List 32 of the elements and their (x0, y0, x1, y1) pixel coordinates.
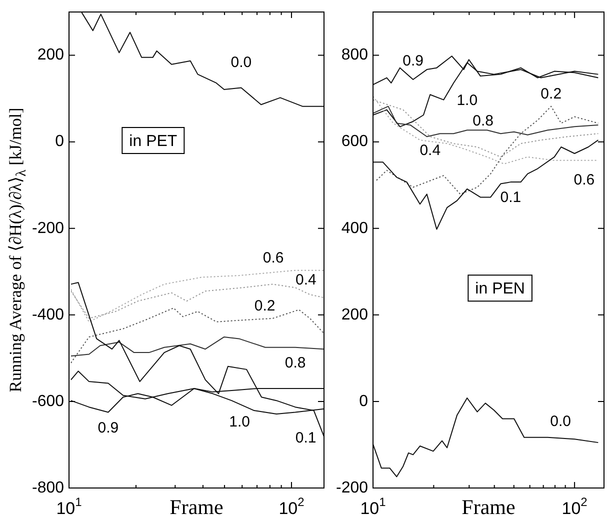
y-tick-label: 400 (341, 220, 368, 237)
series-label: 0.4 (295, 272, 316, 289)
series-label: 1.0 (456, 92, 478, 109)
series-label: 0.6 (262, 249, 284, 266)
series-label: 0.2 (254, 298, 276, 315)
y-tick-label: -200 (336, 479, 368, 496)
series-label: 0.8 (284, 354, 306, 372)
y-tick-label: 200 (37, 46, 64, 64)
y-tick-label: 800 (341, 46, 368, 64)
series-label: 0.1 (500, 189, 522, 206)
series-label: 0.1 (295, 430, 316, 447)
annotation: in PEN (475, 280, 525, 298)
y-tick-label: 0 (55, 133, 64, 150)
series-label: 1.0 (229, 414, 250, 431)
series-label: 0.9 (98, 419, 119, 436)
series-label: 0.0 (550, 413, 571, 430)
x-axis-title: Frame (462, 495, 516, 516)
y-tick-label: 200 (341, 306, 368, 324)
y-tick-label: -600 (32, 392, 64, 410)
series-label: 0.6 (574, 172, 595, 189)
series-label: 0.8 (472, 112, 494, 130)
y-tick-label: -400 (32, 306, 64, 324)
annotation: in PET (129, 132, 178, 150)
x-axis-title: Frame (170, 495, 224, 516)
y-tick-label: 600 (341, 133, 368, 150)
y-tick-label: 0 (359, 392, 368, 410)
series-label: 0.9 (402, 52, 424, 70)
series-label: 0.4 (420, 142, 441, 159)
series-label: 0.0 (230, 54, 252, 71)
y-tick-label: -800 (32, 479, 64, 496)
y-tick-label: -200 (32, 220, 64, 237)
series-label: 0.2 (540, 85, 562, 102)
